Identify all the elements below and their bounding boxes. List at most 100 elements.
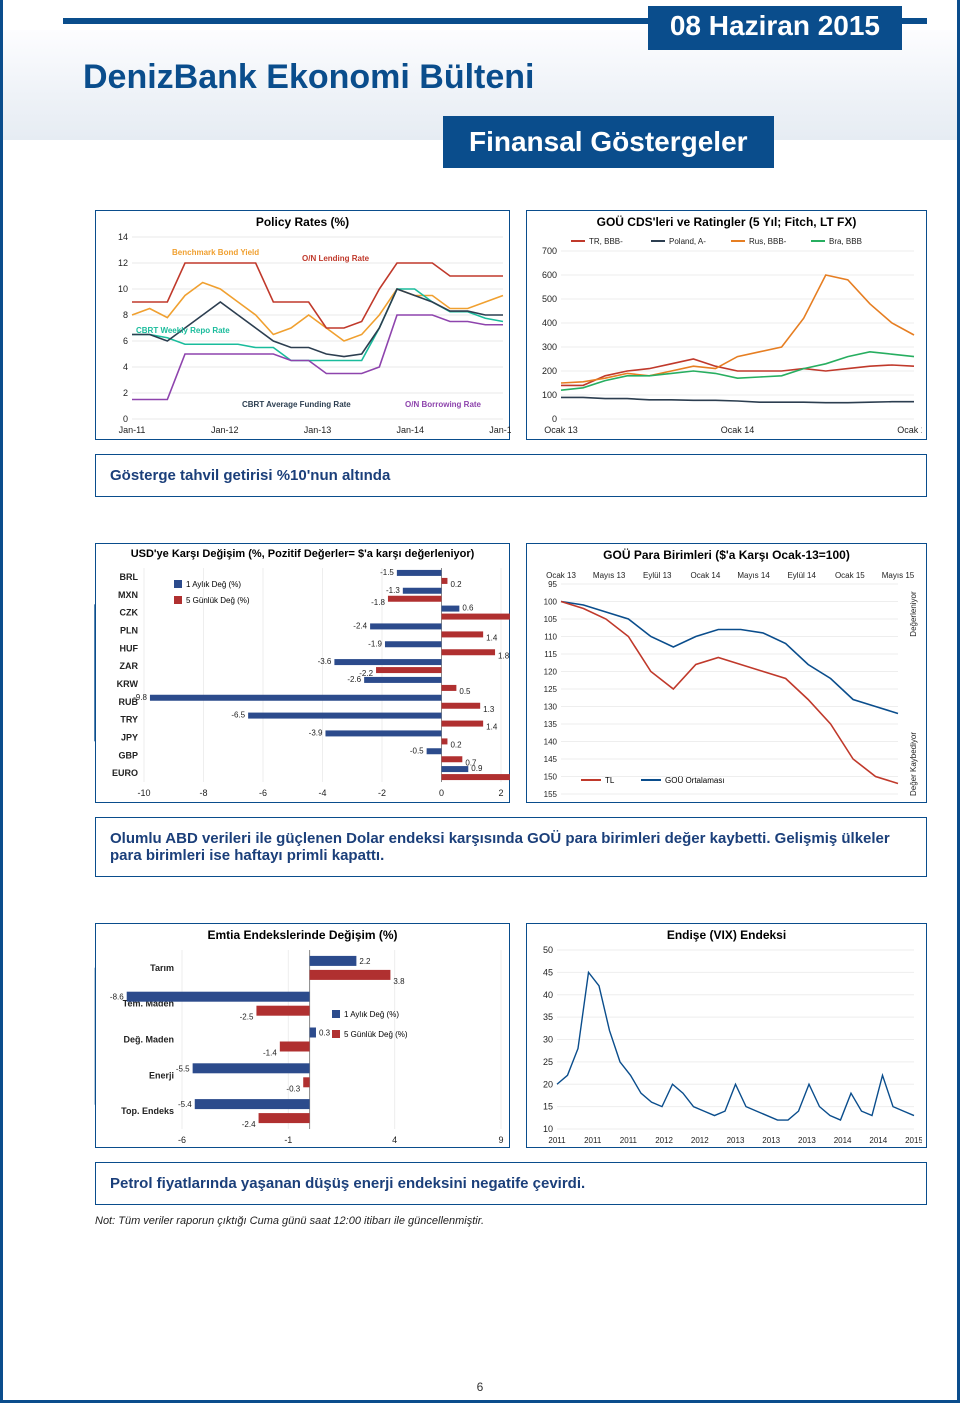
svg-text:10: 10 (543, 1124, 553, 1134)
svg-text:Değ. Maden: Değ. Maden (123, 1035, 174, 1045)
svg-text:Ocak 13: Ocak 13 (546, 571, 576, 580)
svg-text:GBP: GBP (118, 750, 138, 760)
svg-text:9: 9 (498, 1135, 503, 1145)
svg-text:1.3: 1.3 (483, 705, 495, 714)
svg-text:1.8: 1.8 (498, 651, 510, 660)
svg-text:-0.3: -0.3 (286, 1084, 300, 1093)
svg-text:Mayıs 14: Mayıs 14 (737, 571, 770, 580)
svg-commbar: -6-149Tarım2.23.8Tem. Maden-8.6-2.5Değ. … (96, 944, 511, 1149)
svg-text:130: 130 (544, 703, 558, 712)
svg-text:PLN: PLN (120, 625, 138, 635)
svg-text:2.2: 2.2 (359, 957, 371, 966)
svg-text:Ocak 15: Ocak 15 (835, 571, 865, 580)
svg-text:400: 400 (542, 318, 557, 328)
svg-text:Tarım: Tarım (150, 963, 174, 973)
svg-text:2012: 2012 (655, 1136, 673, 1145)
svg-emfx: 95100105110115120125130135140145150155Oc… (527, 564, 922, 804)
svg-text:-6: -6 (178, 1135, 186, 1145)
svg-text:-0.5: -0.5 (410, 746, 424, 755)
svg-text:ZAR: ZAR (120, 661, 139, 671)
svg-text:0.2: 0.2 (450, 580, 462, 589)
svg-text:-2.4: -2.4 (353, 621, 367, 630)
svg-text:Ocak 14: Ocak 14 (691, 571, 721, 580)
svg-text:-9.8: -9.8 (133, 693, 147, 702)
svg-text:GOÜ Ortalaması: GOÜ Ortalaması (665, 776, 725, 785)
svg-text:200: 200 (542, 366, 557, 376)
chart-emfx-title: GOÜ Para Birimleri ($'a Karşı Ocak-13=10… (527, 544, 926, 564)
svg-text:110: 110 (544, 633, 557, 642)
chart-vix: Endişe (VIX) Endeksi 1015202530354045502… (526, 923, 927, 1148)
svg-text:CZK: CZK (120, 608, 139, 618)
svg-text:300: 300 (542, 342, 557, 352)
svg-usdbar: -10-8-6-4-202BRL-1.50.2MXN-1.3-1.8CZK0.6… (96, 562, 511, 802)
svg-text:CBRT Average Funding Rate: CBRT Average Funding Rate (242, 400, 351, 409)
svg-text:0.9: 0.9 (471, 764, 483, 773)
svg-text:Jan-11: Jan-11 (119, 425, 146, 435)
svg-text:2: 2 (123, 388, 128, 398)
svg-text:2015: 2015 (905, 1136, 922, 1145)
svg-text:30: 30 (543, 1035, 553, 1045)
chart-vix-title: Endişe (VIX) Endeksi (527, 924, 926, 944)
chart-cds: GOÜ CDS'leri ve Ratingler (5 Yıl; Fitch,… (526, 210, 927, 440)
page-title: DenizBank Ekonomi Bülteni (83, 58, 535, 97)
svg-text:CBRT Weekly Repo Rate: CBRT Weekly Repo Rate (136, 326, 230, 335)
svg-text:135: 135 (544, 720, 558, 729)
svg-text:Değer Kaybediyor: Değer Kaybediyor (909, 732, 918, 796)
svg-text:0.6: 0.6 (462, 604, 474, 613)
svg-text:15: 15 (543, 1102, 553, 1112)
svg-text:-1.8: -1.8 (371, 598, 385, 607)
svg-text:0: 0 (552, 414, 557, 424)
chart-cds-title: GOÜ CDS'leri ve Ratingler (5 Yıl; Fitch,… (527, 211, 926, 231)
svg-text:-1.4: -1.4 (263, 1049, 277, 1058)
svg-text:KRW: KRW (117, 679, 139, 689)
svg-text:0: 0 (439, 788, 444, 798)
svg-text:150: 150 (544, 773, 558, 782)
svg-text:12: 12 (118, 258, 128, 268)
svg-cds: 0100200300400500600700TR, BBB-Poland, A-… (527, 231, 922, 441)
svg-text:BRL: BRL (120, 572, 139, 582)
svg-text:Değerleniyor: Değerleniyor (909, 591, 918, 637)
svg-text:8: 8 (123, 310, 128, 320)
svg-text:-6.5: -6.5 (231, 711, 245, 720)
svg-text:0.3: 0.3 (319, 1029, 331, 1038)
page: 08 Haziran 2015 DenizBank Ekonomi Bülten… (0, 0, 960, 1403)
svg-text:95: 95 (548, 580, 557, 589)
section-commodity: Emtia Piyasaları Emtia Endekslerinde Değ… (95, 923, 927, 1148)
chart-usdbar: USD'ye Karşı Değişim (%, Pozitif Değerle… (95, 543, 510, 803)
chart-commbar: Emtia Endekslerinde Değişim (%) -6-149Ta… (95, 923, 510, 1148)
svg-text:MXN: MXN (118, 590, 138, 600)
svg-text:125: 125 (544, 685, 558, 694)
svg-text:500: 500 (542, 294, 557, 304)
svg-text:-1.3: -1.3 (386, 586, 400, 595)
chart-policy: Policy Rates (%) 02468101214Jan-11Jan-12… (95, 210, 510, 440)
svg-text:25: 25 (543, 1057, 553, 1067)
svg-text:Poland, A-: Poland, A- (669, 237, 706, 246)
svg-text:Rus, BBB-: Rus, BBB- (749, 237, 787, 246)
svg-text:-2.6: -2.6 (347, 675, 361, 684)
svg-text:5 Günlük Değ (%): 5 Günlük Değ (%) (186, 596, 250, 605)
svg-text:Eylül 14: Eylül 14 (787, 571, 816, 580)
svg-text:EURO: EURO (112, 768, 138, 778)
svg-text:Jan-13: Jan-13 (304, 425, 332, 435)
svg-text:10: 10 (118, 284, 128, 294)
svg-vix: 1015202530354045502011201120112012201220… (527, 944, 922, 1149)
svg-text:Ocak 15: Ocak 15 (897, 425, 922, 435)
svg-text:-8: -8 (199, 788, 207, 798)
svg-text:Jan-15: Jan-15 (489, 425, 511, 435)
svg-text:4: 4 (392, 1135, 397, 1145)
svg-text:-6: -6 (259, 788, 267, 798)
svg-text:35: 35 (543, 1012, 553, 1022)
svg-text:-2.4: -2.4 (242, 1120, 256, 1129)
svg-text:145: 145 (544, 755, 558, 764)
svg-text:Eylül 13: Eylül 13 (643, 571, 672, 580)
svg-text:Ocak 14: Ocak 14 (721, 425, 755, 435)
svg-text:Mayıs 15: Mayıs 15 (882, 571, 915, 580)
svg-text:-1: -1 (284, 1135, 292, 1145)
page-number: 6 (477, 1380, 484, 1394)
svg-text:O/N Borrowing Rate: O/N Borrowing Rate (405, 400, 482, 409)
svg-text:2013: 2013 (727, 1136, 745, 1145)
caption-fx: Olumlu ABD verileri ile güçlenen Dolar e… (95, 817, 927, 877)
svg-text:5 Günlük Değ (%): 5 Günlük Değ (%) (344, 1030, 408, 1039)
svg-text:-1.9: -1.9 (368, 639, 382, 648)
svg-text:0.2: 0.2 (450, 740, 462, 749)
